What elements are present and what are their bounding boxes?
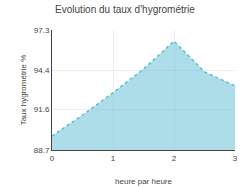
svg-text:97.3: 97.3	[34, 26, 50, 35]
svg-text:88.7: 88.7	[34, 146, 50, 155]
svg-text:heure par heure: heure par heure	[115, 177, 172, 186]
svg-text:Evolution du taux d'hygrométri: Evolution du taux d'hygrométrie	[55, 4, 195, 15]
svg-text:Taux hygrométrie %: Taux hygrométrie %	[19, 55, 28, 126]
svg-text:2: 2	[172, 154, 177, 163]
svg-text:3: 3	[233, 154, 238, 163]
svg-text:91.6: 91.6	[34, 105, 50, 114]
svg-text:0: 0	[50, 154, 55, 163]
svg-text:1: 1	[111, 154, 116, 163]
svg-text:94.4: 94.4	[34, 66, 50, 75]
